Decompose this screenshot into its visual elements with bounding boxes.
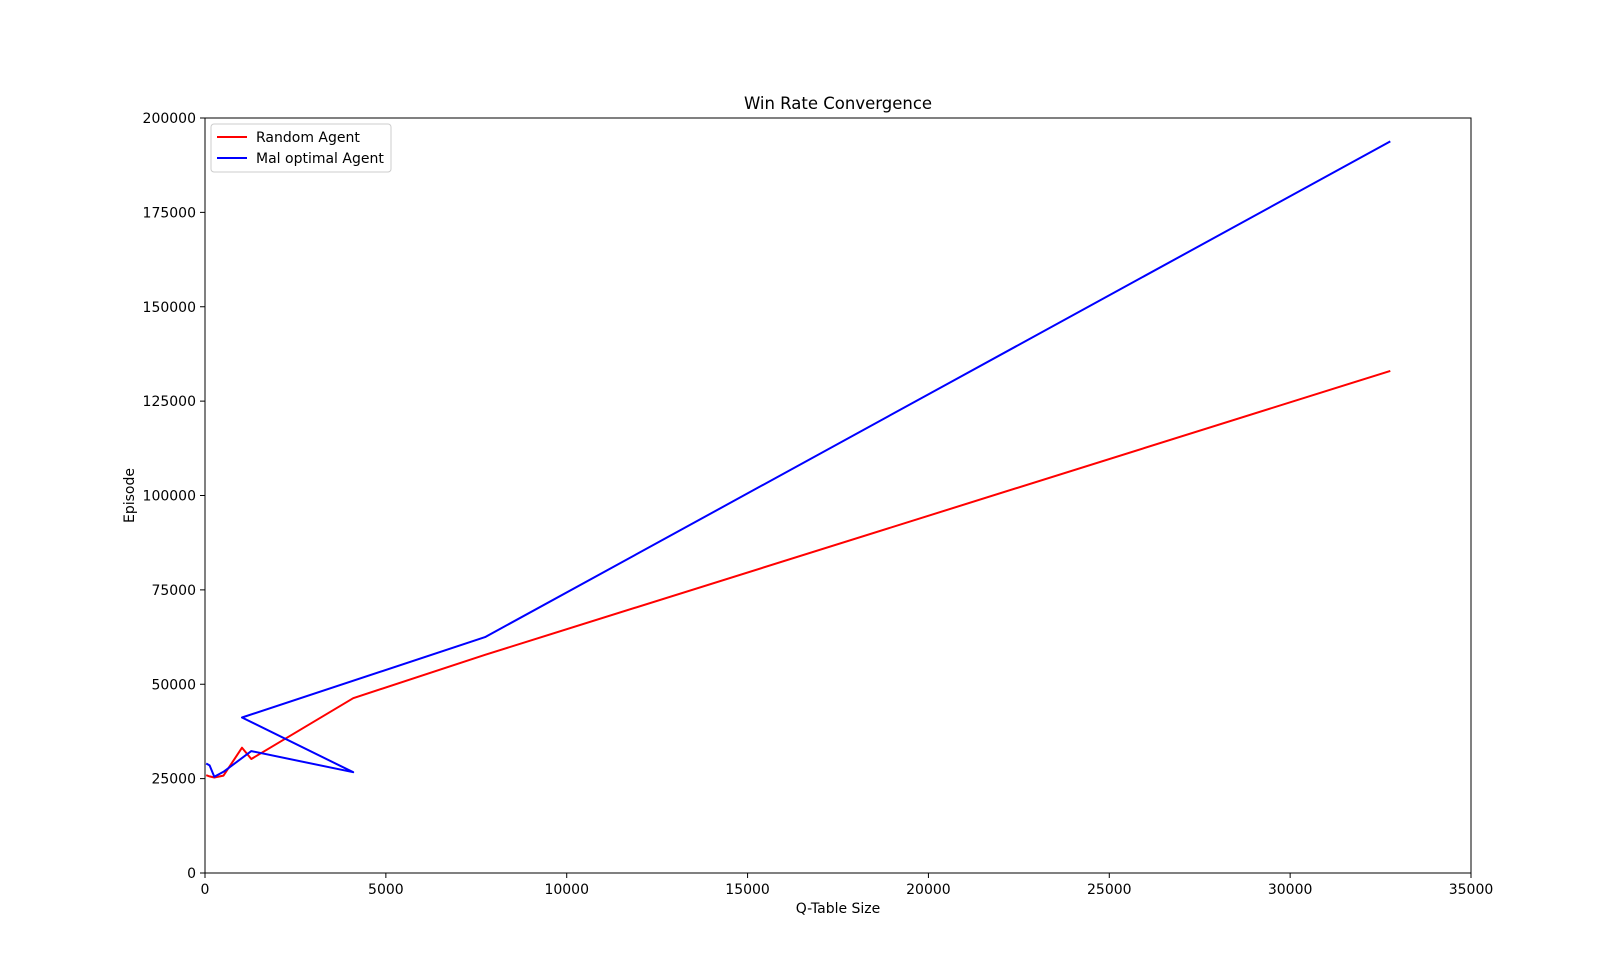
x-tick-label: 30000 <box>1268 882 1313 898</box>
y-axis-label: Episode <box>122 468 138 523</box>
y-tick-label: 125000 <box>143 394 196 410</box>
y-axis-ticks: 0 25000 50000 75000 100000 125000 150000 175000… <box>143 111 205 882</box>
y-tick-label: 50000 <box>151 677 196 693</box>
x-tick-label: 5000 <box>368 882 404 898</box>
x-tick-label: 0 <box>201 882 210 898</box>
x-tick-label: 25000 <box>1087 882 1132 898</box>
chart-title: Win Rate Convergence <box>744 94 932 113</box>
series-layer <box>205 140 1391 779</box>
x-tick-label: 10000 <box>544 882 589 898</box>
y-tick-label: 150000 <box>143 300 196 316</box>
x-tick-label: 15000 <box>725 882 770 898</box>
x-axis-ticks: 0 5000 10000 15000 20000 25000 30000 35000 <box>201 873 1494 898</box>
legend: Random Agent Mal optimal Agent <box>210 123 392 173</box>
y-tick-label: 0 <box>187 866 196 882</box>
y-tick-label: 200000 <box>143 111 196 127</box>
series-line-random-agent <box>205 369 1391 779</box>
y-tick-label: 175000 <box>143 205 196 221</box>
legend-label: Random Agent <box>256 130 360 146</box>
y-tick-label: 100000 <box>143 489 196 505</box>
y-tick-label: 25000 <box>151 772 196 788</box>
legend-box <box>210 123 392 173</box>
x-tick-label: 20000 <box>906 882 951 898</box>
y-tick-label: 75000 <box>151 583 196 599</box>
x-tick-label: 35000 <box>1449 882 1494 898</box>
legend-label: Mal optimal Agent <box>256 151 384 167</box>
x-axis-label: Q-Table Size <box>796 901 881 917</box>
series-line-mal-optimal-agent <box>205 140 1391 778</box>
